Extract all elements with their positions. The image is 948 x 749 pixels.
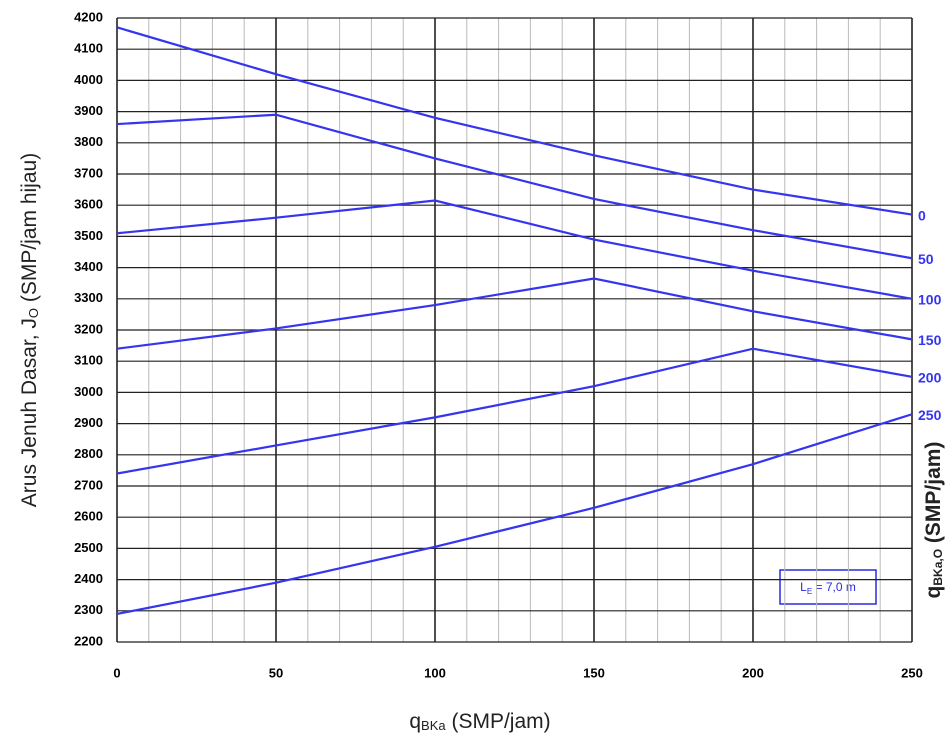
y2-title-unit: (SMP/jam) xyxy=(922,442,945,549)
plot: 2200230024002500260027002800290030003100… xyxy=(74,9,941,680)
annotation-rest: = 7,0 m xyxy=(812,580,856,594)
y-tick-label: 2300 xyxy=(74,602,103,617)
y2-title-main: q xyxy=(922,586,945,599)
series-label: 50 xyxy=(918,251,934,267)
x-tick-label: 200 xyxy=(742,665,764,680)
x-tick-label: 150 xyxy=(583,665,605,680)
y-tick-label: 3300 xyxy=(74,290,103,305)
annotation-box xyxy=(779,569,877,605)
x-title-main: q xyxy=(409,710,421,733)
y-tick-label: 2700 xyxy=(74,477,103,492)
series-label: 150 xyxy=(918,332,942,348)
x-tick-label: 100 xyxy=(424,665,446,680)
y-tick-label: 2400 xyxy=(74,571,103,586)
annotation: LE = 7,0 m xyxy=(800,580,856,596)
y-tick-label: 4100 xyxy=(74,41,103,56)
y-tick-label: 3700 xyxy=(74,165,103,180)
y-tick-label: 2500 xyxy=(74,540,103,555)
annotation-main: L xyxy=(800,580,807,594)
y-tick-label: 3800 xyxy=(74,134,103,149)
y-tick-label: 3500 xyxy=(74,228,103,243)
x-title-sub: BKa xyxy=(421,718,446,733)
y-tick-label: 3900 xyxy=(74,103,103,118)
y-title-unit: (SMP/jam hijau) xyxy=(18,153,41,308)
y-tick-label: 3100 xyxy=(74,353,103,368)
y-tick-label: 3400 xyxy=(74,259,103,274)
y-tick-label: 3600 xyxy=(74,197,103,212)
y-tick-label: 2800 xyxy=(74,446,103,461)
y-tick-label: 3000 xyxy=(74,384,103,399)
annotation-sub: E xyxy=(807,587,812,596)
y-tick-label: 2600 xyxy=(74,509,103,524)
series-line xyxy=(116,199,913,300)
y-title-sub: O xyxy=(26,308,41,318)
series-line xyxy=(116,347,913,475)
y-axis-title: Arus Jenuh Dasar, JO (SMP/jam hijau) xyxy=(18,153,42,507)
series-line xyxy=(116,413,913,615)
series-line xyxy=(116,277,913,350)
x-tick-label: 50 xyxy=(269,665,283,680)
series-label: 250 xyxy=(918,407,942,423)
y-tick-label: 3200 xyxy=(74,321,103,336)
x-axis-title: qBKa (SMP/jam) xyxy=(409,710,550,734)
y-tick-label: 4200 xyxy=(74,9,103,24)
x-tick-label: 250 xyxy=(901,665,923,680)
x-tick-label: 0 xyxy=(113,665,120,680)
y-tick-label: 4000 xyxy=(74,72,103,87)
y2-title-sub: BKa,O xyxy=(931,549,945,586)
y-tick-label: 2200 xyxy=(74,633,103,648)
series-line xyxy=(116,26,913,216)
series-line xyxy=(116,113,913,260)
y2-axis-title: qBKa,O (SMP/jam) xyxy=(922,442,946,599)
x-title-unit: (SMP/jam) xyxy=(446,710,551,733)
y-title-main: Arus Jenuh Dasar, J xyxy=(18,318,41,507)
series-label: 100 xyxy=(918,292,942,308)
y-tick-label: 2900 xyxy=(74,415,103,430)
series-label: 200 xyxy=(918,370,942,386)
series-label: 0 xyxy=(918,207,926,223)
